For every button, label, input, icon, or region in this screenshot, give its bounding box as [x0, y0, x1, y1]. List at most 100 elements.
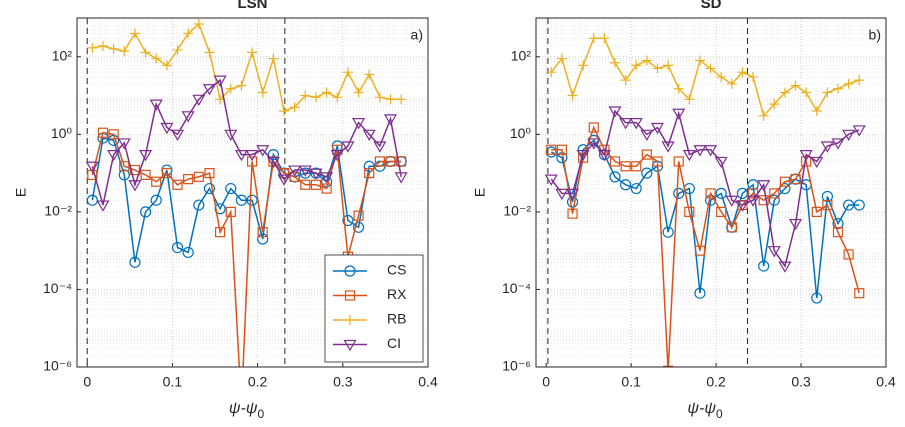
marker	[246, 194, 258, 206]
marker	[267, 149, 279, 161]
marker	[821, 190, 833, 203]
marker	[278, 168, 290, 179]
y-tick-label: 10²	[52, 47, 73, 63]
marker	[289, 171, 300, 182]
marker	[204, 47, 215, 58]
marker	[139, 150, 153, 162]
panel-label: b)	[869, 27, 881, 43]
marker	[790, 80, 801, 91]
marker	[641, 167, 653, 179]
marker	[385, 156, 396, 167]
marker	[556, 144, 568, 155]
marker	[843, 199, 855, 211]
marker	[811, 105, 822, 116]
marker	[610, 57, 621, 68]
marker	[300, 179, 311, 190]
marker	[172, 179, 183, 190]
y-axis-label: E	[472, 188, 488, 197]
chart-title: LSN	[238, 0, 268, 12]
marker	[609, 156, 621, 167]
marker	[641, 55, 652, 66]
marker	[352, 221, 365, 233]
marker	[225, 206, 236, 217]
series-line	[92, 22, 402, 112]
marker	[567, 208, 578, 219]
marker	[108, 43, 119, 54]
marker	[737, 67, 748, 78]
marker	[778, 261, 792, 273]
marker	[140, 169, 151, 180]
marker	[246, 156, 258, 167]
panel: 10⁻⁶ 10⁻⁴ 10⁻² 10⁰ 10² 0 0.1 0.2 0.3 0.4 LSN a) Eψ-ψ…	[13, 0, 438, 421]
marker	[597, 150, 611, 162]
marker	[693, 145, 707, 157]
marker	[556, 53, 567, 64]
marker	[385, 94, 396, 105]
marker	[705, 63, 716, 74]
marker	[801, 87, 812, 98]
marker	[309, 168, 323, 180]
marker	[202, 84, 217, 96]
y-tick-label: 10⁰	[510, 125, 532, 141]
marker	[630, 182, 642, 195]
marker	[129, 256, 141, 268]
x-label-main: ψ-ψ	[229, 400, 258, 417]
marker	[289, 102, 300, 113]
y-tick-label: 10⁻⁴	[43, 280, 72, 296]
marker	[822, 87, 833, 98]
marker	[843, 78, 854, 89]
marker	[673, 187, 685, 199]
marker	[565, 188, 580, 201]
marker	[193, 199, 205, 211]
x-tick-label: 0.4	[418, 374, 438, 390]
marker	[117, 138, 131, 150]
marker	[811, 206, 822, 217]
marker	[193, 171, 204, 182]
marker	[87, 42, 98, 53]
marker	[118, 169, 130, 181]
marker	[86, 194, 98, 206]
marker	[672, 108, 686, 120]
marker	[171, 241, 184, 254]
marker	[820, 141, 834, 153]
marker	[215, 227, 226, 238]
marker	[97, 40, 108, 51]
marker	[810, 156, 824, 169]
marker	[108, 129, 119, 140]
y-axis-label: E	[13, 188, 29, 197]
marker	[119, 161, 130, 172]
y-tick-label: 10⁻⁴	[502, 280, 531, 296]
marker	[182, 246, 194, 259]
x-axis-label: ψ-ψ0	[687, 400, 723, 421]
axes-box	[76, 17, 429, 368]
marker	[279, 105, 290, 116]
marker	[321, 183, 332, 194]
marker	[225, 83, 236, 94]
marker	[822, 199, 833, 211]
marker	[578, 152, 589, 163]
legend-label: RB	[387, 311, 406, 327]
x-axis-label: ψ-ψ0	[229, 400, 265, 421]
marker	[310, 92, 321, 103]
marker	[555, 188, 569, 201]
marker	[746, 195, 760, 207]
marker	[673, 83, 684, 94]
marker	[257, 87, 268, 98]
series-line	[550, 109, 860, 268]
marker	[161, 168, 172, 179]
marker	[299, 167, 311, 179]
marker	[779, 87, 790, 98]
marker	[544, 174, 558, 186]
marker	[799, 150, 813, 162]
marker	[640, 129, 654, 142]
marker	[779, 176, 791, 187]
marker	[767, 246, 781, 258]
marker	[203, 182, 216, 195]
marker	[641, 149, 652, 160]
series-line	[91, 131, 402, 367]
panel-label: a)	[411, 27, 423, 43]
marker	[661, 141, 675, 153]
legend: CS RX RB CI	[324, 254, 424, 363]
